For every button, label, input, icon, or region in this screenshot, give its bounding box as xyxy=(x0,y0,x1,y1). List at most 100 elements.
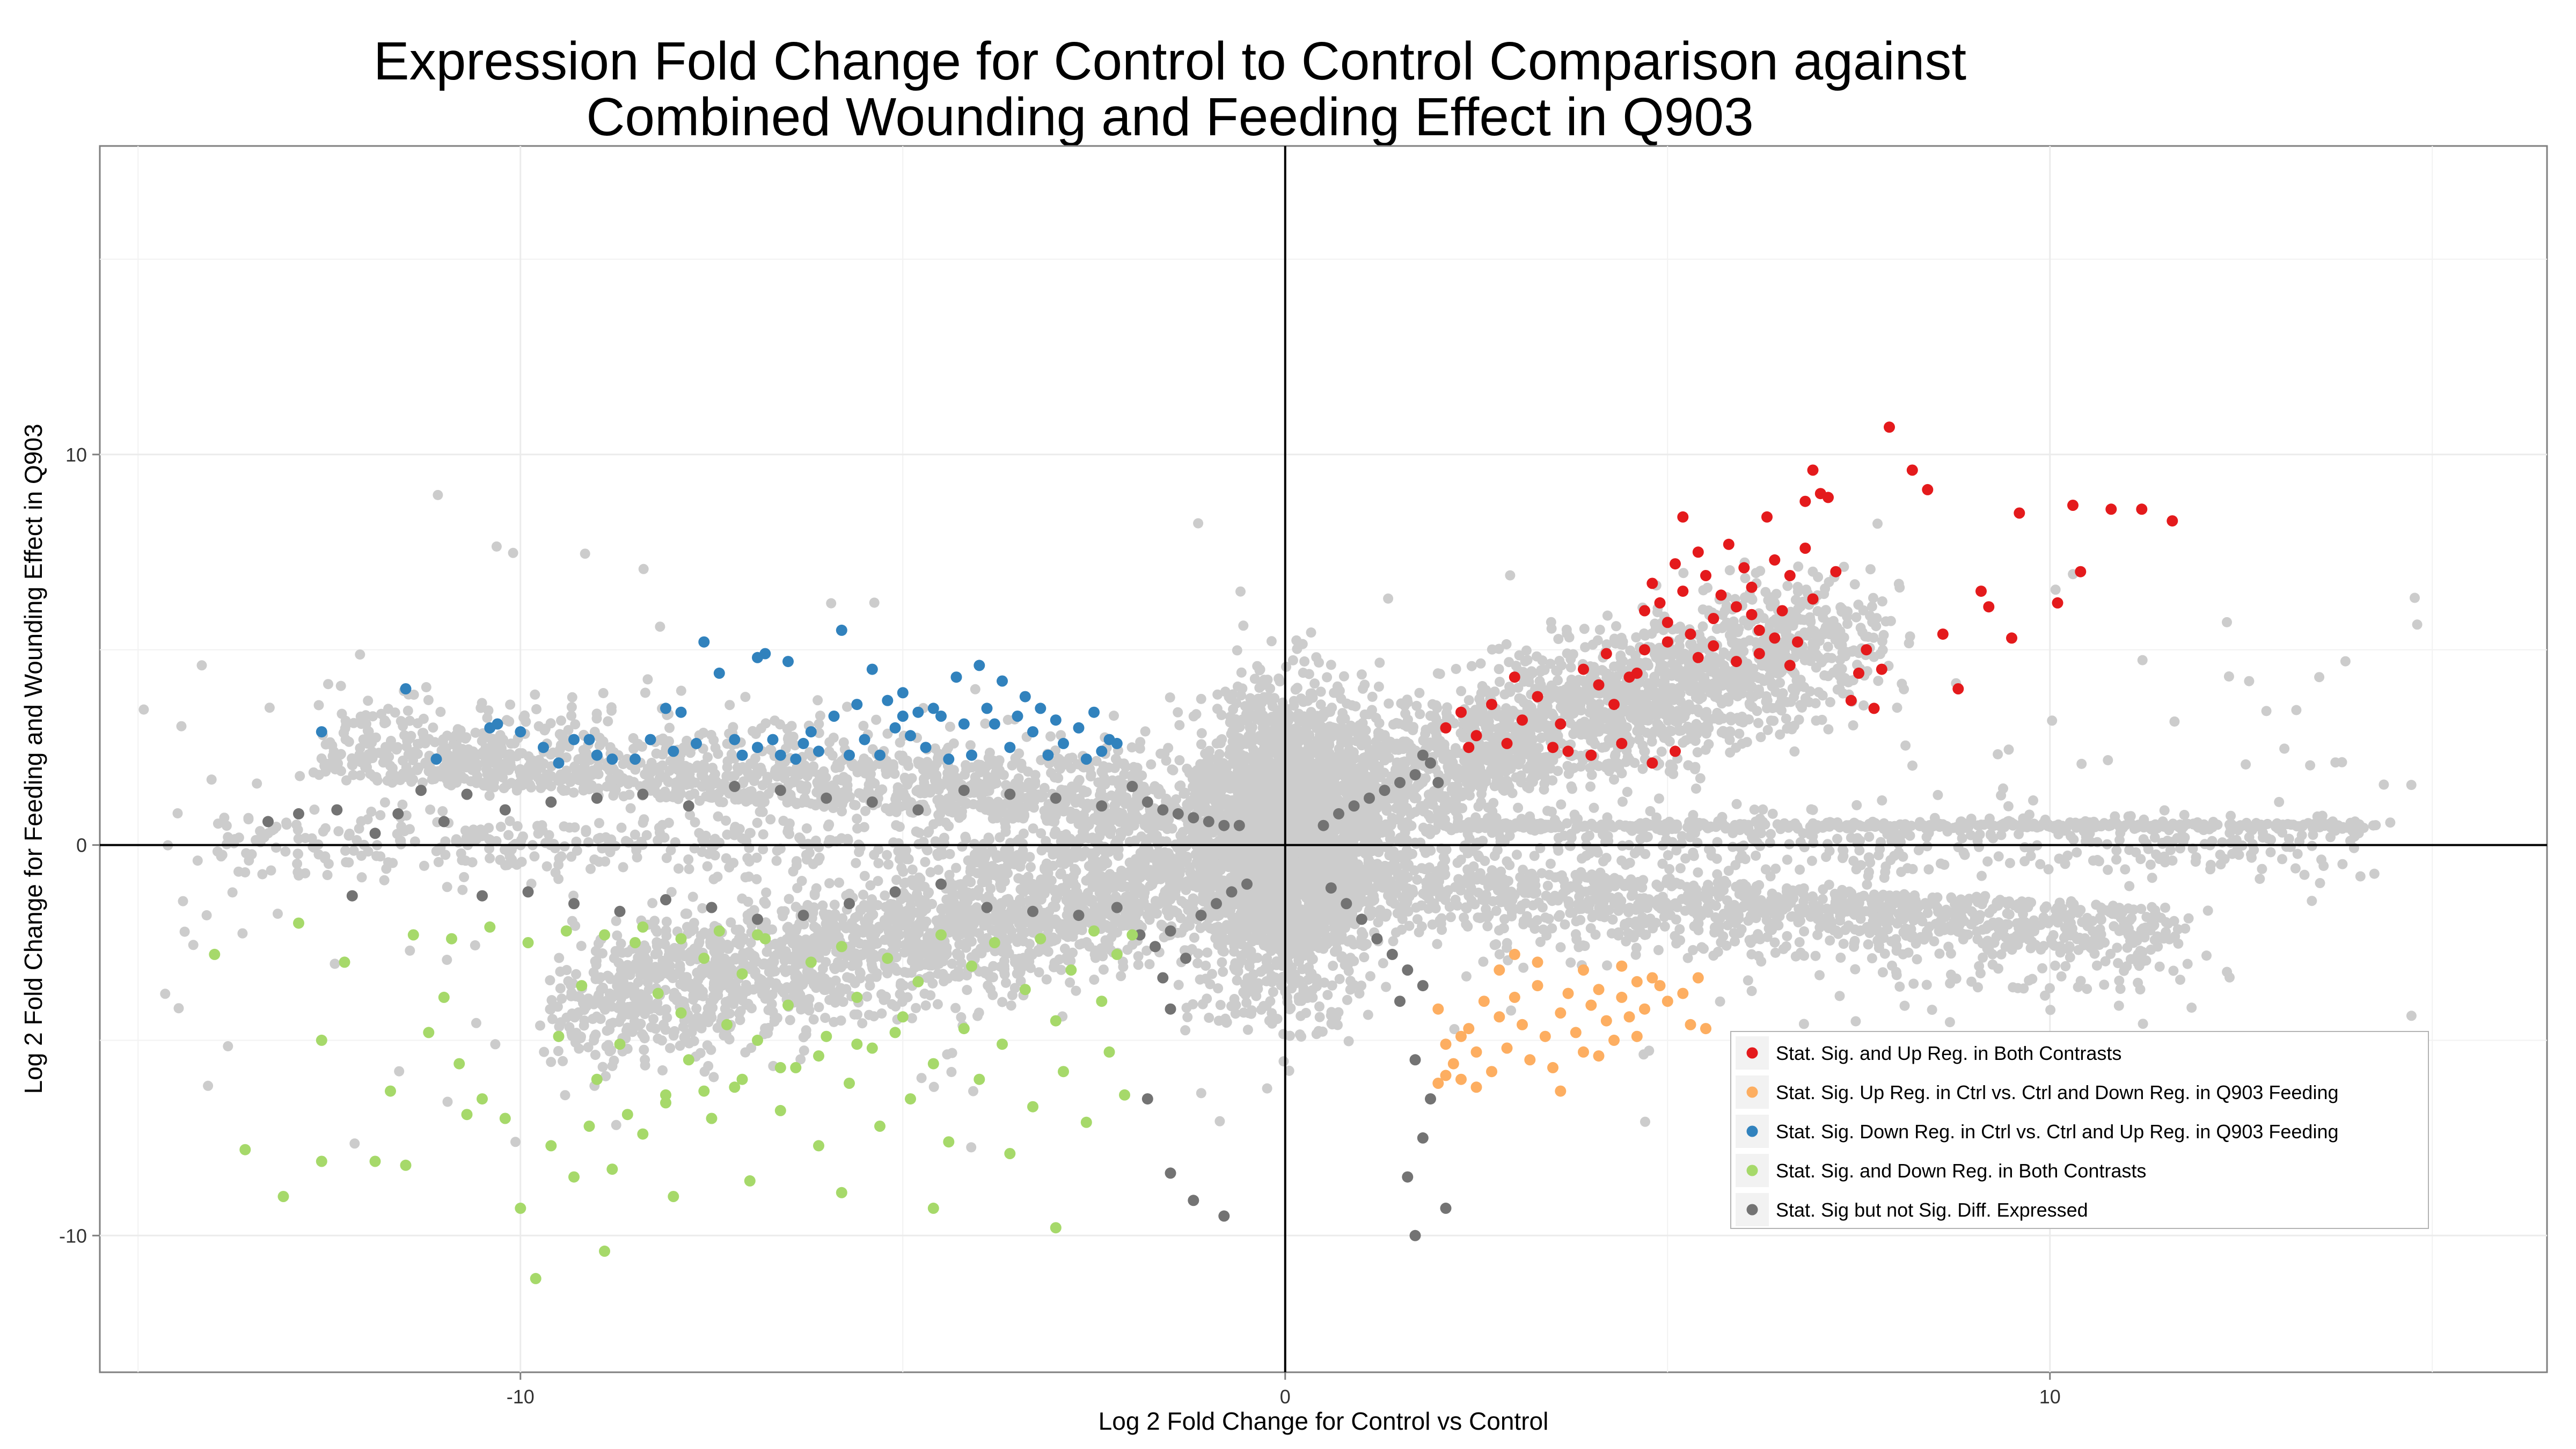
background-point-497 xyxy=(1314,1012,1325,1022)
background-point-4598 xyxy=(1649,671,1660,682)
background-point-4135 xyxy=(1499,689,1510,700)
background-point-4898 xyxy=(1306,892,1316,902)
background-point-4007 xyxy=(1810,698,1821,708)
background-point-4366 xyxy=(1776,642,1787,653)
background-point-4424 xyxy=(1513,683,1524,693)
background-point-4341 xyxy=(1757,659,1767,670)
background-point-2350 xyxy=(1365,971,1375,982)
background-point-4533 xyxy=(1360,734,1371,745)
background-point-4495 xyxy=(1600,723,1611,734)
background-point-2512 xyxy=(1356,669,1367,680)
background-point-1611 xyxy=(1315,699,1326,710)
background-point-3057 xyxy=(1782,581,1793,591)
background-point-3908 xyxy=(1580,642,1591,653)
background-point-2669 xyxy=(1384,698,1394,709)
background-point-2238 xyxy=(1274,715,1284,726)
background-point-4314 xyxy=(1765,670,1775,681)
chart-title-line-1: Expression Fold Change for Control to Co… xyxy=(374,31,1966,91)
background-point-4566 xyxy=(1599,711,1609,721)
background-point-1455 xyxy=(1232,645,1242,656)
background-point-4399 xyxy=(1507,788,1518,799)
background-point-1997 xyxy=(1232,975,1242,986)
background-point-4073 xyxy=(1554,656,1565,666)
background-point-3910 xyxy=(1817,690,1828,701)
background-point-1398 xyxy=(1220,1013,1231,1024)
background-point-3774 xyxy=(1807,566,1818,577)
background-point-3490 xyxy=(1771,589,1782,599)
background-point-2486 xyxy=(1215,1000,1226,1011)
background-point-1747 xyxy=(1345,984,1356,995)
background-point-4411 xyxy=(1456,686,1467,697)
background-point-423 xyxy=(1284,1065,1294,1076)
background-point-3134 xyxy=(1342,698,1352,709)
background-point-4485 xyxy=(1758,613,1769,624)
background-point-4282 xyxy=(1729,636,1739,647)
background-point-173 xyxy=(1196,693,1206,704)
background-point-4043 xyxy=(1690,692,1701,702)
background-point-4555 xyxy=(1317,762,1328,772)
background-point-3381 xyxy=(1373,682,1384,692)
background-point-1864 xyxy=(1248,969,1259,980)
background-point-3728 xyxy=(1871,621,1882,632)
background-point-4465 xyxy=(1744,665,1754,676)
background-point-4091 xyxy=(1302,767,1313,778)
background-point-4595 xyxy=(1728,679,1738,690)
background-point-4542 xyxy=(1762,724,1773,735)
background-point-4133 xyxy=(1338,757,1349,767)
background-point-4307 xyxy=(1458,787,1469,798)
background-point-90 xyxy=(1201,961,1211,971)
background-point-2287 xyxy=(1247,710,1257,721)
background-point-4505 xyxy=(1413,780,1424,791)
background-point-4575 xyxy=(1588,668,1599,678)
background-point-4450 xyxy=(1745,690,1756,700)
background-point-3936 xyxy=(1793,561,1804,572)
background-point-2527 xyxy=(1285,1003,1296,1014)
background-point-4166 xyxy=(1473,753,1483,764)
background-point-549 xyxy=(1204,1013,1214,1023)
background-point-4549 xyxy=(1425,737,1436,748)
background-point-2523 xyxy=(1273,731,1284,742)
background-point-1926 xyxy=(1253,693,1264,704)
background-point-4155 xyxy=(1894,582,1905,593)
background-point-901 xyxy=(1241,998,1252,1008)
background-point-3622 xyxy=(1463,695,1474,706)
background-point-4556 xyxy=(1823,617,1833,628)
background-point-4181 xyxy=(1674,634,1685,645)
background-point-95 xyxy=(1249,674,1260,684)
background-point-4579 xyxy=(1442,702,1452,713)
background-point-2389 xyxy=(1329,687,1340,698)
background-point-4220 xyxy=(1747,701,1758,712)
background-point-3010 xyxy=(1858,700,1869,711)
background-point-4540 xyxy=(1609,661,1619,672)
background-point-4223 xyxy=(1373,730,1384,741)
background-point-4343 xyxy=(1717,698,1727,709)
background-point-4339 xyxy=(1474,708,1484,719)
background-point-4484 xyxy=(1516,770,1526,781)
background-point-4524 xyxy=(1582,690,1592,700)
background-point-3568 xyxy=(1853,599,1864,610)
background-point-4529 xyxy=(1630,708,1641,719)
background-point-4445 xyxy=(1701,707,1712,718)
background-point-3698 xyxy=(1822,652,1833,663)
background-point-3808 xyxy=(1415,709,1425,720)
background-point-4570 xyxy=(1805,616,1816,626)
background-point-4363 xyxy=(1444,765,1454,776)
background-point-4175 xyxy=(1676,725,1687,736)
background-point-3817 xyxy=(1611,621,1621,632)
background-point-2292 xyxy=(1237,714,1248,725)
background-point-4536 xyxy=(1408,722,1419,733)
background-point-4564 xyxy=(1687,724,1697,735)
background-point-4883 xyxy=(962,985,972,996)
background-point-4593 xyxy=(1409,791,1420,802)
background-point-1842 xyxy=(1381,982,1392,992)
background-point-4149 xyxy=(1574,675,1584,685)
background-point-4456 xyxy=(1381,806,1392,816)
background-point-4422 xyxy=(1718,649,1729,660)
background-point-3892 xyxy=(1495,677,1505,687)
background-point-4538 xyxy=(1462,777,1473,787)
background-point-4811 xyxy=(687,891,698,902)
background-point-4041 xyxy=(1678,568,1689,579)
background-point-1896 xyxy=(1328,961,1338,971)
background-point-2351 xyxy=(1289,696,1299,706)
background-point-3874 xyxy=(1480,745,1490,755)
